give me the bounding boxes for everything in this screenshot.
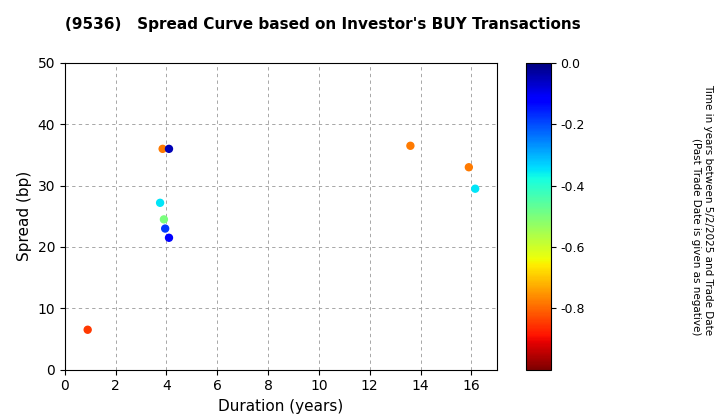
Y-axis label: Spread (bp): Spread (bp) <box>17 171 32 261</box>
Point <box>158 216 170 223</box>
Point <box>159 225 171 232</box>
Point <box>82 326 94 333</box>
Point <box>157 145 168 152</box>
Point <box>163 145 175 152</box>
Text: (9536)   Spread Curve based on Investor's BUY Transactions: (9536) Spread Curve based on Investor's … <box>65 17 580 32</box>
Point <box>405 142 416 149</box>
Point <box>163 234 175 241</box>
Point <box>469 185 481 192</box>
Point <box>154 200 166 206</box>
Point <box>463 164 474 171</box>
Text: Time in years between 5/2/2025 and Trade Date
(Past Trade Date is given as negat: Time in years between 5/2/2025 and Trade… <box>691 84 713 336</box>
X-axis label: Duration (years): Duration (years) <box>218 399 343 414</box>
